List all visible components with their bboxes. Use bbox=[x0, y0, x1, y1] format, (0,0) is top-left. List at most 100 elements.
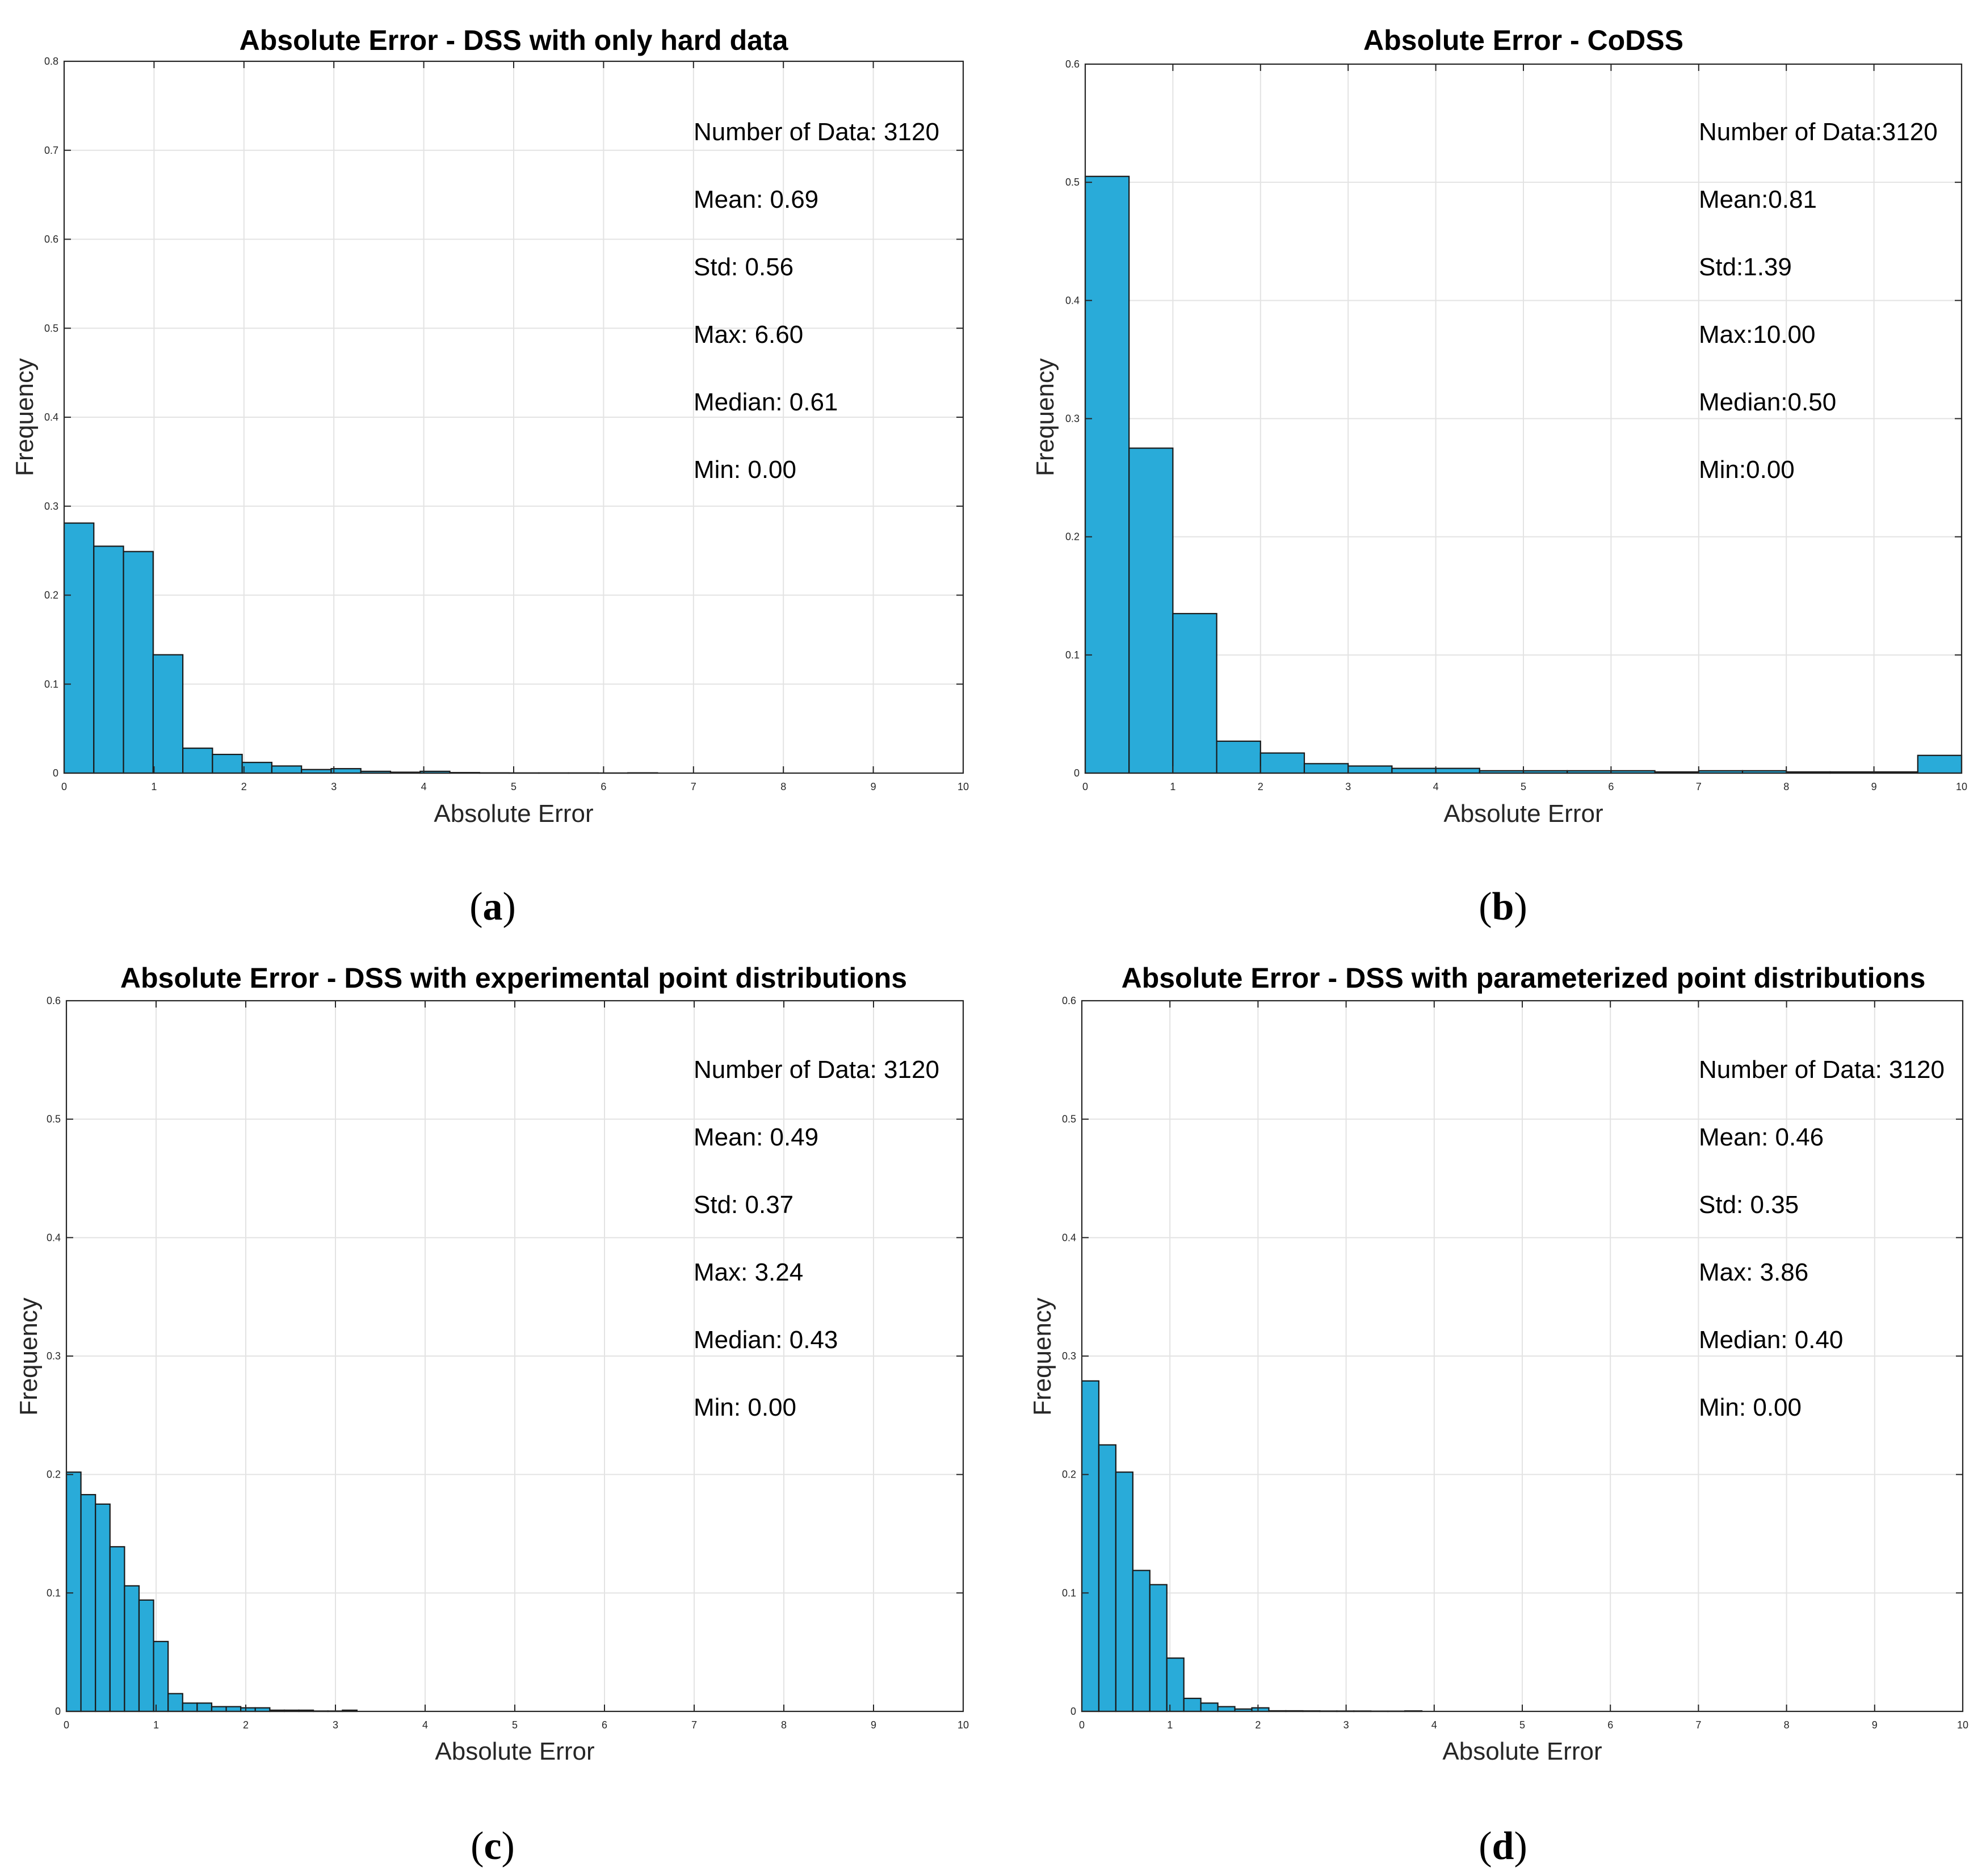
stat-annotation: Min:0.00 bbox=[1699, 456, 1795, 484]
stat-annotation: Max: 3.86 bbox=[1699, 1258, 1808, 1286]
x-tick-label: 4 bbox=[1431, 1719, 1437, 1731]
x-tick-label: 0 bbox=[61, 781, 67, 792]
histogram-bar bbox=[1200, 1702, 1219, 1713]
chart-title: Absolute Error - CoDSS bbox=[1363, 24, 1683, 56]
y-tick-label: 0.3 bbox=[1062, 1350, 1076, 1362]
y-tick-label: 0.1 bbox=[47, 1587, 61, 1598]
y-tick-label: 0 bbox=[53, 767, 58, 779]
x-tick-label: 9 bbox=[871, 1719, 876, 1731]
histogram-bar bbox=[152, 654, 184, 774]
histogram-bar bbox=[93, 545, 124, 774]
x-tick-label: 9 bbox=[1872, 1719, 1878, 1731]
panel-label: (c) bbox=[471, 1824, 515, 1868]
x-tick-label: 6 bbox=[601, 781, 606, 792]
y-tick-label: 0.6 bbox=[1062, 995, 1076, 1006]
chart-panel-b: 0 1 2 3 4 5 6 7 8 9 10 0 0.1 0.2 0.3 0.4 0.5 0.6 Absolute … bbox=[1031, 24, 1967, 929]
histogram-bar bbox=[109, 1546, 125, 1713]
histogram-bar bbox=[211, 1706, 227, 1713]
x-tick-label: 2 bbox=[1258, 781, 1263, 792]
stat-annotation: Mean: 0.49 bbox=[694, 1123, 818, 1151]
y-tick-label: 0.8 bbox=[44, 56, 58, 67]
x-tick-label: 3 bbox=[1345, 781, 1351, 792]
histogram-bar bbox=[1217, 1706, 1236, 1713]
y-axis-label: Frequency bbox=[11, 358, 39, 476]
x-tick-label: 10 bbox=[958, 1719, 969, 1731]
x-tick-label: 10 bbox=[1957, 1719, 1968, 1731]
histogram-bar bbox=[182, 748, 213, 774]
histogram-bar bbox=[271, 765, 303, 774]
y-tick-label: 0.6 bbox=[1065, 58, 1080, 70]
histogram-bar bbox=[1149, 1584, 1168, 1713]
x-tick-label: 4 bbox=[421, 781, 427, 792]
histogram-bar bbox=[1917, 754, 1963, 774]
x-tick-label: 5 bbox=[1519, 1719, 1525, 1731]
x-tick-label: 10 bbox=[1956, 781, 1967, 792]
histogram-bar bbox=[1128, 447, 1174, 774]
stat-annotation: Min: 0.00 bbox=[694, 1394, 796, 1421]
chart-panel-a: 0 1 2 3 4 5 6 7 8 9 10 0 0.1 0.2 0.3 0.4 0.5 0.6 0.7 0.8 Abs… bbox=[11, 24, 969, 929]
y-tick-label: 0.2 bbox=[44, 590, 58, 601]
x-axis-label: Absolute Error bbox=[1442, 1737, 1602, 1765]
x-tick-label: 7 bbox=[691, 781, 696, 792]
stat-annotation: Number of Data: 3120 bbox=[1699, 1056, 1945, 1084]
histogram-bar bbox=[138, 1599, 154, 1713]
stat-annotation: Mean: 0.69 bbox=[694, 186, 818, 213]
y-tick-label: 0.3 bbox=[1065, 413, 1080, 425]
chart-title: Absolute Error - DSS with only hard data bbox=[240, 24, 789, 56]
x-tick-label: 1 bbox=[1170, 781, 1175, 792]
y-tick-label: 0.4 bbox=[47, 1232, 61, 1243]
x-tick-label: 7 bbox=[1696, 781, 1702, 792]
histogram-bar bbox=[1259, 752, 1305, 774]
histogram-bar bbox=[1303, 763, 1349, 774]
chart-panel-c: 0 1 2 3 4 5 6 7 8 9 10 0 0.1 0.2 0.3 0.4 0.5 0.6 Absolute … bbox=[15, 962, 969, 1868]
panel-label: (a) bbox=[469, 885, 516, 929]
y-tick-label: 0.2 bbox=[47, 1469, 61, 1480]
x-tick-label: 0 bbox=[1082, 781, 1088, 792]
x-tick-label: 3 bbox=[1343, 1719, 1349, 1731]
y-tick-label: 0.4 bbox=[1062, 1232, 1076, 1243]
x-tick-label: 8 bbox=[780, 781, 786, 792]
histogram-bar bbox=[167, 1693, 183, 1713]
x-tick-label: 9 bbox=[1871, 781, 1877, 792]
histogram-bar bbox=[182, 1702, 198, 1713]
histogram-bar bbox=[330, 768, 362, 774]
stat-annotation: Median: 0.61 bbox=[694, 388, 838, 416]
x-tick-label: 8 bbox=[781, 1719, 787, 1731]
histogram-bar bbox=[1435, 767, 1480, 774]
chart-panel-d: 0 1 2 3 4 5 6 7 8 9 10 0 0.1 0.2 0.3 0.4 0.5 0.6 Absolute … bbox=[1028, 962, 1968, 1868]
x-tick-label: 7 bbox=[691, 1719, 697, 1731]
stat-annotation: Max: 3.24 bbox=[694, 1258, 803, 1286]
histogram-bar bbox=[1084, 175, 1130, 774]
x-tick-label: 1 bbox=[153, 1719, 159, 1731]
histogram-bar bbox=[1098, 1444, 1117, 1713]
x-tick-label: 9 bbox=[871, 781, 876, 792]
histogram-bar bbox=[1132, 1569, 1151, 1713]
x-tick-label: 2 bbox=[241, 781, 247, 792]
y-tick-label: 0 bbox=[1070, 1706, 1076, 1717]
histogram-bar bbox=[153, 1640, 169, 1713]
y-tick-label: 0.2 bbox=[1065, 531, 1080, 543]
y-tick-label: 0.4 bbox=[1065, 295, 1080, 306]
stat-annotation: Mean:0.81 bbox=[1699, 186, 1817, 213]
stat-annotation: Min: 0.00 bbox=[694, 456, 796, 484]
stat-annotation: Std: 0.56 bbox=[694, 253, 793, 281]
histogram-bar bbox=[196, 1702, 213, 1713]
y-tick-label: 0.5 bbox=[1062, 1114, 1076, 1125]
stat-annotation: Median:0.50 bbox=[1699, 388, 1836, 416]
y-axis-label: Frequency bbox=[15, 1298, 43, 1416]
y-tick-label: 0.6 bbox=[47, 995, 61, 1006]
histogram-bar bbox=[1347, 765, 1393, 774]
stat-annotation: Median: 0.43 bbox=[694, 1326, 838, 1354]
x-tick-label: 6 bbox=[602, 1719, 607, 1731]
chart-title: Absolute Error - DSS with parameterized … bbox=[1122, 962, 1926, 994]
histogram-bar bbox=[63, 522, 95, 774]
stat-annotation: Max: 6.60 bbox=[694, 321, 803, 349]
histogram-bar bbox=[1391, 767, 1437, 774]
y-axis-label: Frequency bbox=[1031, 358, 1059, 476]
panel-label: (b) bbox=[1479, 885, 1527, 929]
y-tick-label: 0 bbox=[1074, 767, 1080, 779]
x-tick-label: 5 bbox=[511, 781, 517, 792]
histogram-bar bbox=[1115, 1471, 1133, 1713]
stat-annotation: Median: 0.40 bbox=[1699, 1326, 1843, 1354]
